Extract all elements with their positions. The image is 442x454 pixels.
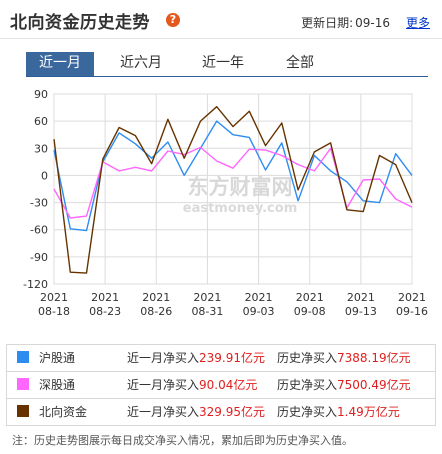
legend-swatch xyxy=(17,378,29,390)
hist-value: 7388.19亿元 xyxy=(337,351,411,365)
update-label: 更新日期: xyxy=(301,16,354,30)
x-tick-label: 2021 09-08 xyxy=(294,291,326,318)
tab-one-year[interactable]: 近一年 xyxy=(202,55,244,71)
x-tick-label: 2021 08-23 xyxy=(89,291,121,318)
watermark-cn: 东方财富网 xyxy=(188,175,293,199)
tab-one-month[interactable]: 近一月 xyxy=(26,52,94,76)
tab-six-months[interactable]: 近六月 xyxy=(120,55,162,71)
legend-swatch xyxy=(17,405,29,417)
more-link[interactable]: 更多 xyxy=(405,16,430,30)
y-tick-label: 90 xyxy=(34,88,48,101)
hist-label: 历史净买入 xyxy=(277,378,338,392)
hist-net-buy: 历史净买入7388.19亿元 xyxy=(277,345,411,371)
y-axis-ticks: 90 60 30 0 -30 -60 -90 -120 xyxy=(23,88,48,291)
month-value: 329.95亿元 xyxy=(199,405,266,419)
series-lines xyxy=(53,106,413,274)
period-tabs: 近一月 近六月 近一年 全部 xyxy=(26,52,428,77)
series-line-0[interactable] xyxy=(53,120,413,232)
legend-row: 沪股通 近一月净买入239.91亿元 历史净买入7388.19亿元 xyxy=(7,345,435,372)
update-date-value: 09-16 xyxy=(355,16,390,30)
x-tick-label: 2021 09-03 xyxy=(243,291,275,318)
update-date: 更新日期: 09-16 xyxy=(301,14,390,31)
y-tick-label: 0 xyxy=(41,169,48,182)
x-tick-label: 2021 08-26 xyxy=(140,291,172,318)
month-net-buy: 近一月净买入329.95亿元 xyxy=(127,399,265,425)
legend-swatch xyxy=(17,351,29,363)
hist-label: 历史净买入 xyxy=(277,351,338,365)
watermark-en: eastmoney.com xyxy=(183,201,298,216)
hist-value: 1.49万亿元 xyxy=(337,405,400,419)
tab-all[interactable]: 全部 xyxy=(286,55,314,71)
month-value: 90.04亿元 xyxy=(199,378,258,392)
month-label: 近一月净买入 xyxy=(127,378,200,392)
month-net-buy: 近一月净买入239.91亿元 xyxy=(127,345,265,371)
legend-table: 沪股通 近一月净买入239.91亿元 历史净买入7388.19亿元 深股通 近一… xyxy=(6,344,436,426)
y-tick-label: 30 xyxy=(34,142,48,155)
watermark: 东方财富网 eastmoney.com xyxy=(183,175,298,216)
chart-grid xyxy=(53,93,413,285)
hist-net-buy: 历史净买入1.49万亿元 xyxy=(277,399,400,425)
y-tick-label: -120 xyxy=(23,278,48,291)
month-label: 近一月净买入 xyxy=(127,351,200,365)
legend-name: 深股通 xyxy=(39,378,76,392)
footnote: 注：历史走势图展示每日成交净买入情况，累加后即为历史净买入值。 xyxy=(12,434,353,447)
x-tick-label: 2021 09-16 xyxy=(396,291,428,318)
page-title: 北向资金历史走势 xyxy=(10,13,150,33)
legend-row: 北向资金 近一月净买入329.95亿元 历史净买入1.49万亿元 xyxy=(7,399,435,426)
month-value: 239.91亿元 xyxy=(199,351,266,365)
header: 北向资金历史走势 ? 更新日期: 09-16 更多 xyxy=(0,0,442,39)
x-tick-label: 2021 08-18 xyxy=(38,291,70,318)
x-tick-label: 2021 09-13 xyxy=(345,291,377,318)
y-tick-label: 60 xyxy=(34,115,48,128)
help-icon[interactable]: ? xyxy=(166,13,180,27)
hist-net-buy: 历史净买入7500.49亿元 xyxy=(277,372,411,398)
legend-name: 沪股通 xyxy=(39,351,76,365)
legend-name: 北向资金 xyxy=(39,405,88,419)
y-tick-label: -60 xyxy=(30,224,48,237)
series-line-1[interactable] xyxy=(53,146,413,219)
month-net-buy: 近一月净买入90.04亿元 xyxy=(127,372,257,398)
x-tick-label: 2021 08-31 xyxy=(191,291,223,318)
y-tick-label: -30 xyxy=(30,197,48,210)
hist-label: 历史净买入 xyxy=(277,405,338,419)
line-chart: 东方财富网 eastmoney.com 90 60 30 0 -30 -60 -90 -120… xyxy=(23,88,428,318)
x-axis-ticks: 2021 08-18 2021 08-23 2021 08-26 2021 08-31 2021… xyxy=(38,291,428,318)
y-tick-label: -90 xyxy=(30,251,48,264)
legend-row: 深股通 近一月净买入90.04亿元 历史净买入7500.49亿元 xyxy=(7,372,435,399)
series-line-2[interactable] xyxy=(53,106,413,274)
month-label: 近一月净买入 xyxy=(127,405,200,419)
hist-value: 7500.49亿元 xyxy=(337,378,411,392)
